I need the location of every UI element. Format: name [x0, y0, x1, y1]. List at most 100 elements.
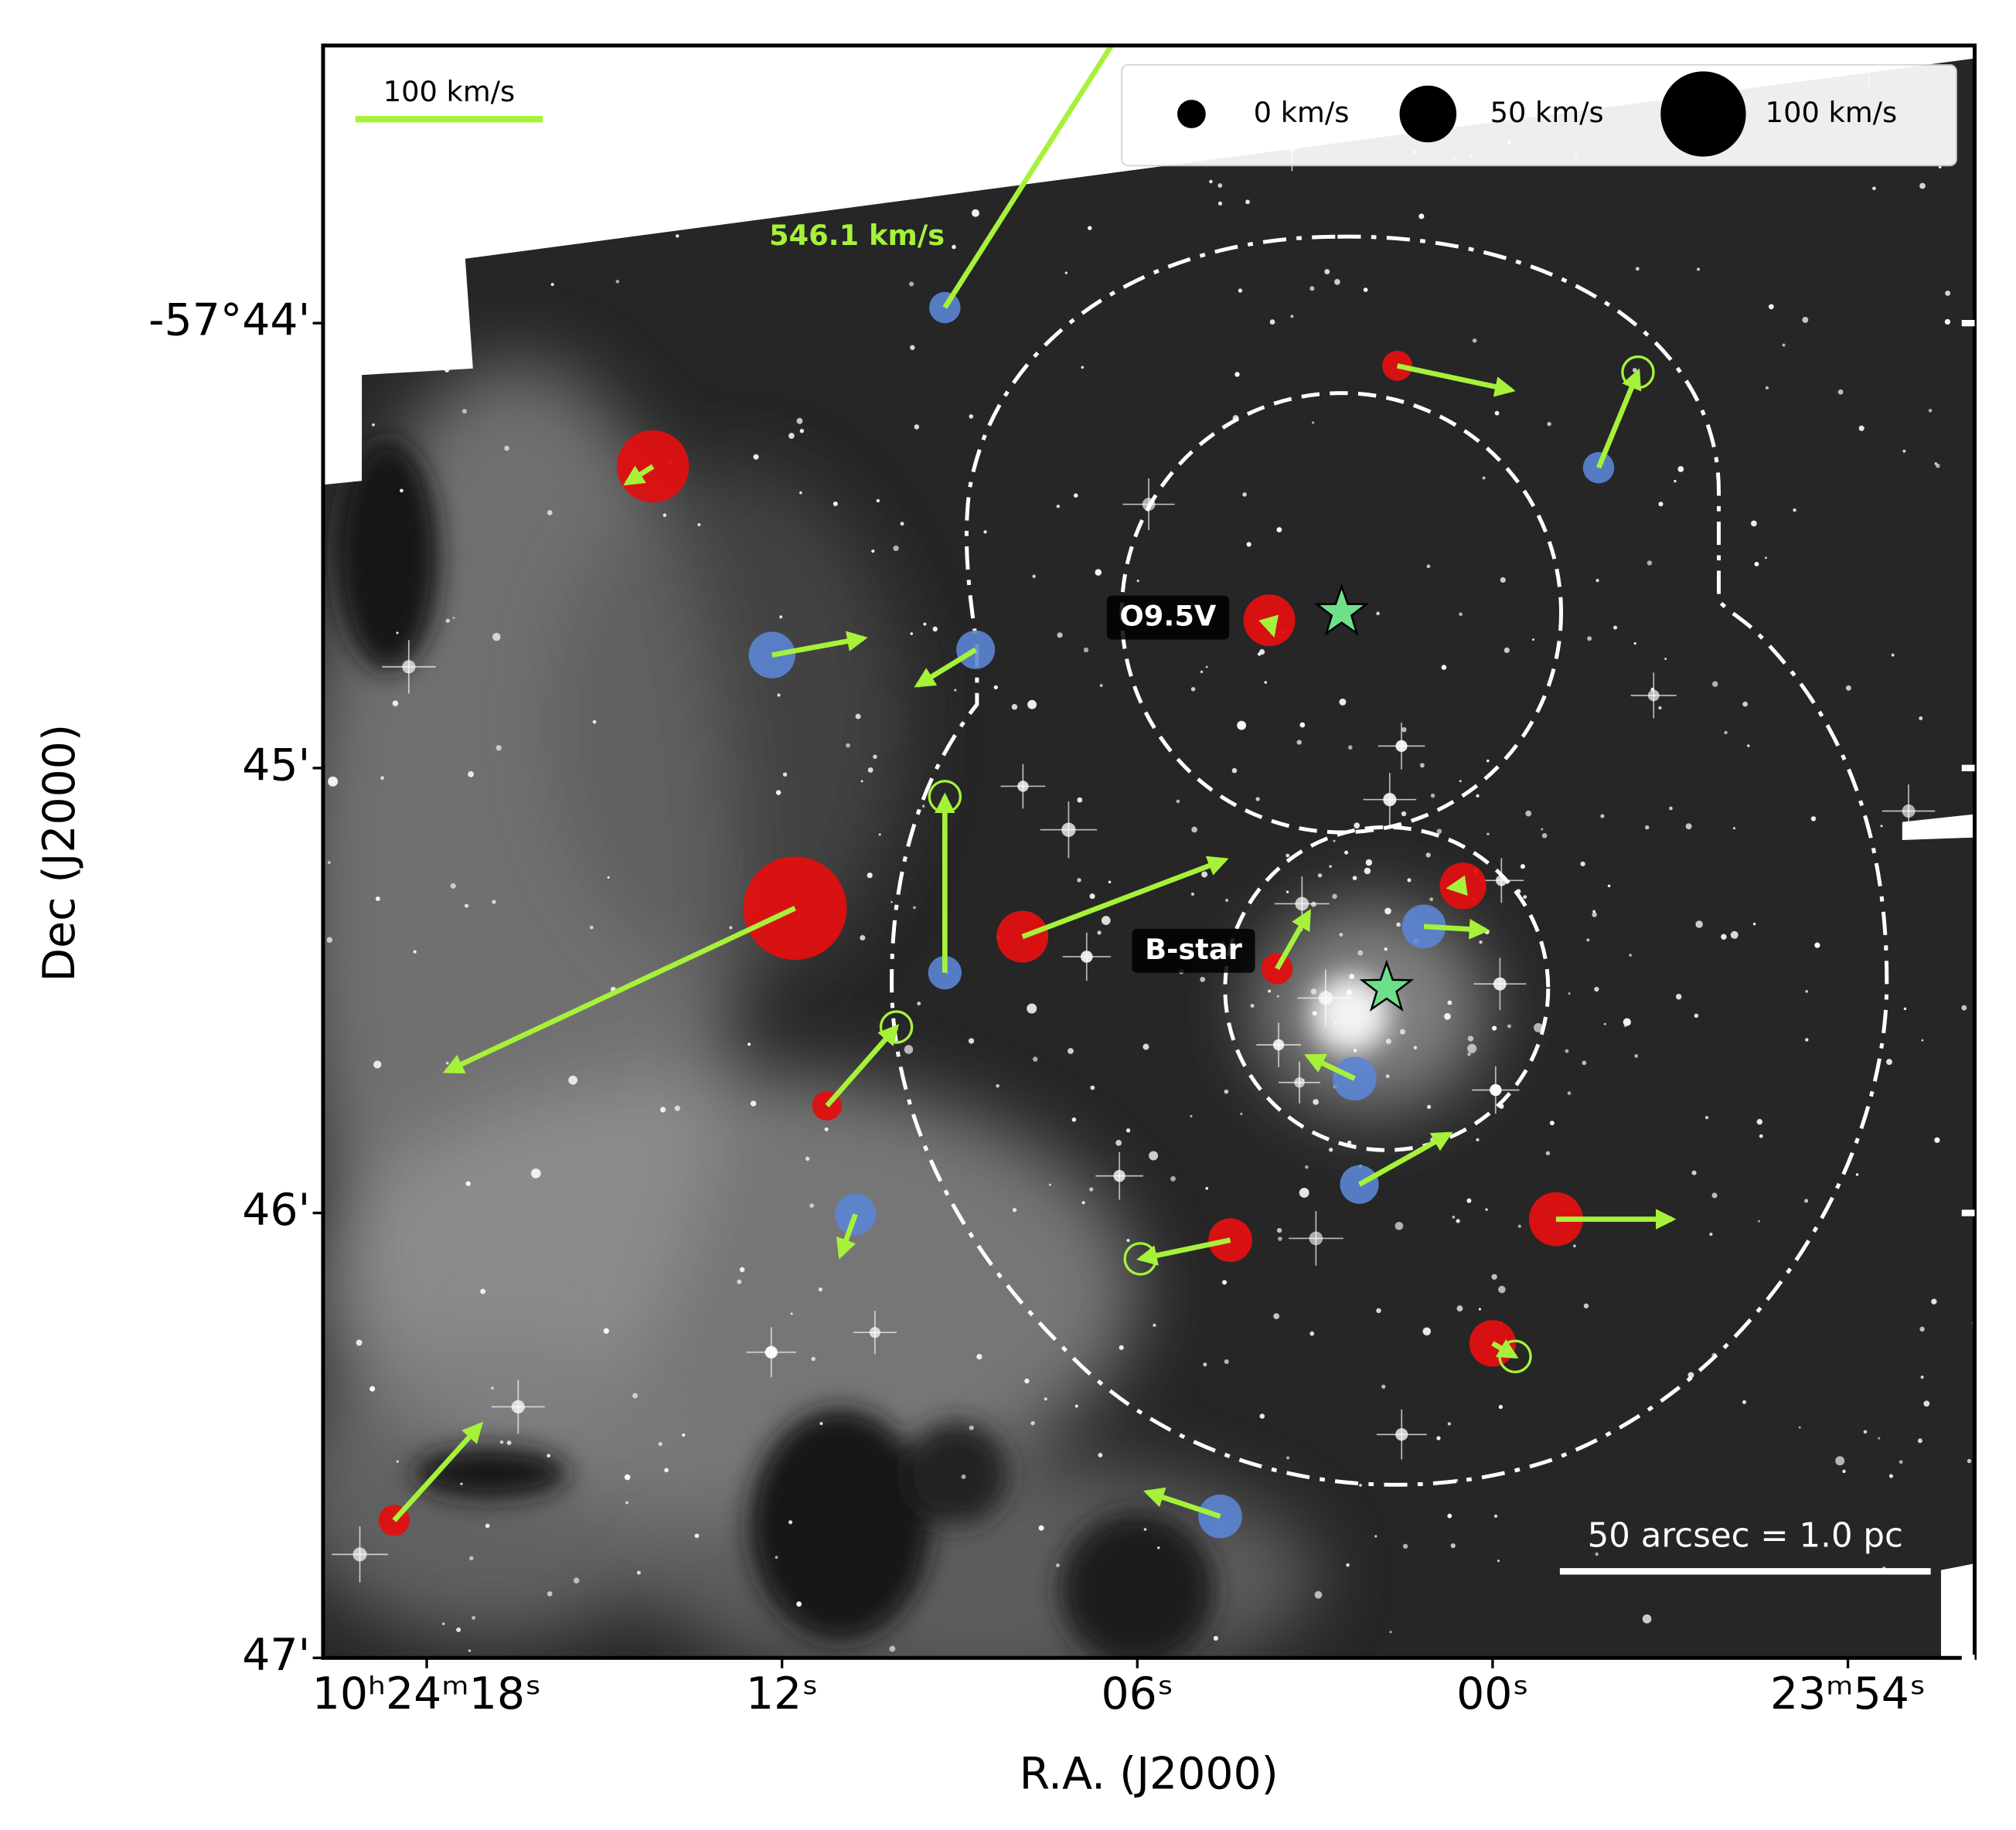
background-star [607, 876, 610, 879]
background-star [862, 168, 867, 173]
background-star [1934, 1137, 1940, 1143]
background-star [1802, 316, 1809, 323]
background-star [1317, 872, 1323, 878]
uncertainty-ring [1123, 1242, 1157, 1276]
proper-motion-arrow [1491, 1338, 1519, 1359]
background-star [871, 549, 875, 553]
background-star [952, 244, 956, 250]
background-star [1886, 1059, 1892, 1066]
background-star [445, 618, 450, 623]
background-star [1334, 278, 1340, 285]
background-star [1269, 319, 1275, 325]
background-star [1011, 703, 1018, 710]
background-star [1668, 58, 1674, 63]
proper-motion-arrow [825, 1023, 900, 1108]
background-star [1754, 561, 1759, 566]
background-star [1452, 1216, 1456, 1219]
background-star [1299, 722, 1306, 728]
background-star [1309, 286, 1315, 291]
background-star [1633, 641, 1636, 645]
background-star [1541, 832, 1548, 838]
x-tick-label: 00ˢ [1456, 1668, 1529, 1719]
proper-motion-arrow [392, 1421, 483, 1522]
background-star [472, 1616, 475, 1620]
background-star [1525, 810, 1532, 817]
background-star [1313, 1099, 1319, 1105]
background-star [1493, 1514, 1498, 1518]
background-star [1314, 1590, 1323, 1599]
background-star [1276, 1227, 1282, 1233]
background-star [1149, 1151, 1159, 1161]
background-star [913, 906, 916, 910]
background-star [1586, 938, 1590, 942]
background-star [1217, 201, 1223, 206]
uncertainty-ring [1621, 355, 1655, 389]
background-star [1878, 1437, 1881, 1440]
background-star [625, 1501, 628, 1505]
background-star [887, 128, 891, 132]
background-star [1339, 698, 1347, 706]
background-star [1190, 686, 1196, 692]
background-star [750, 1100, 757, 1107]
background-star [876, 498, 880, 503]
background-star [1500, 577, 1506, 583]
background-star [921, 804, 925, 808]
background-star [1920, 1375, 1924, 1379]
background-star [1101, 916, 1111, 925]
background-star [328, 776, 339, 787]
background-star [1286, 853, 1290, 858]
background-star [492, 632, 501, 641]
background-star [1756, 1118, 1763, 1125]
background-star [788, 1520, 793, 1525]
background-star [1491, 1274, 1497, 1280]
background-star [367, 141, 373, 147]
background-star [1038, 1525, 1044, 1531]
background-star [1352, 876, 1357, 880]
background-star [382, 225, 388, 230]
background-star [499, 1440, 504, 1444]
background-star [1592, 912, 1597, 917]
background-star [1430, 793, 1435, 798]
background-star [1170, 1175, 1176, 1182]
background-star [1347, 745, 1353, 750]
star-marker [1198, 1494, 1242, 1539]
background-star [1264, 681, 1267, 684]
background-star [805, 1156, 810, 1162]
background-star [860, 934, 866, 941]
background-star [608, 227, 611, 232]
background-star [739, 1267, 745, 1273]
background-star [1153, 1323, 1156, 1327]
background-star [1759, 1134, 1763, 1138]
background-star [1938, 165, 1942, 168]
background-star [1687, 1372, 1694, 1379]
background-star [373, 1060, 382, 1069]
background-star [1669, 806, 1673, 811]
background-star [1746, 744, 1750, 747]
background-star [1467, 1043, 1477, 1053]
background-star [396, 631, 399, 634]
background-star [441, 1622, 445, 1626]
background-star [392, 700, 399, 706]
background-star [1934, 462, 1938, 465]
background-star [1073, 493, 1078, 498]
background-star [694, 1533, 700, 1539]
background-star [380, 776, 384, 781]
background-star [979, 162, 982, 165]
background-star [1077, 878, 1081, 883]
plot-marks [378, 45, 1677, 1539]
background-star [662, 513, 667, 517]
background-star [1250, 1003, 1255, 1008]
background-star [465, 1181, 471, 1186]
legend-box [1121, 64, 1957, 167]
background-star [1498, 1285, 1506, 1294]
named-star-marker [1359, 959, 1415, 1012]
background-star [1921, 1039, 1924, 1042]
background-star [809, 1203, 814, 1208]
background-star [1097, 930, 1102, 935]
background-star [1329, 865, 1332, 868]
background-star [1891, 653, 1895, 657]
background-star [1503, 647, 1510, 653]
background-star [1782, 343, 1786, 347]
background-star [914, 424, 920, 430]
